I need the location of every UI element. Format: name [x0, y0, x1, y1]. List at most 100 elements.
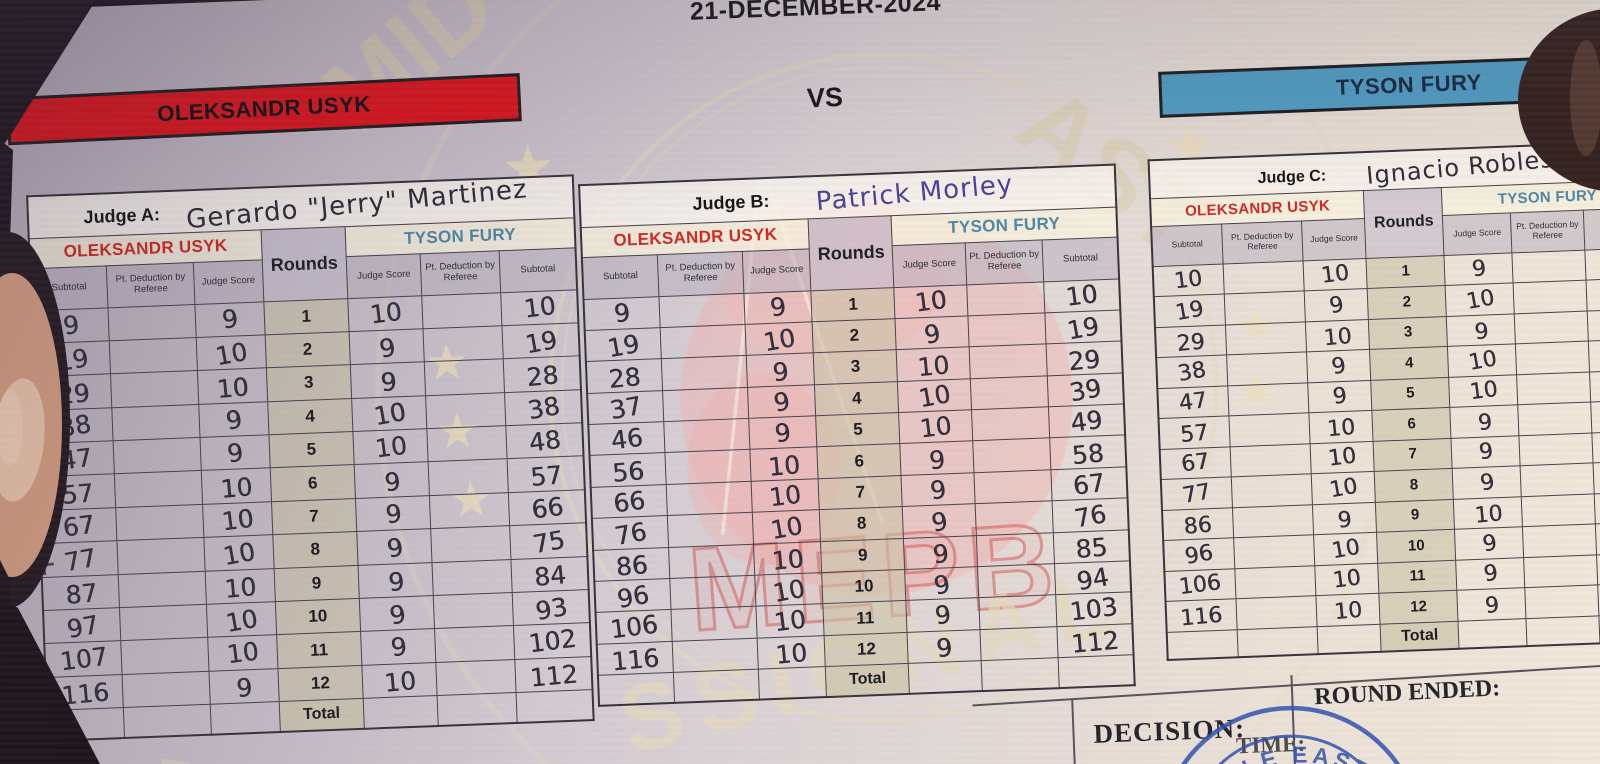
judge-score-header: Judge Score — [892, 242, 967, 288]
deduction-cell-fury — [428, 459, 509, 496]
round-number-cell-value: 5 — [852, 419, 864, 440]
deduction-cell-usyk — [670, 606, 758, 642]
subtotal-cell-usyk: 37 — [587, 390, 664, 425]
subtotal-cell-fury: 112 — [1057, 623, 1134, 658]
judge-score-cell-fury: 9 — [907, 629, 981, 664]
subtotal-cell-usyk-value: 86 — [614, 550, 649, 582]
judge-score-cell-fury-value: 9 — [376, 332, 398, 364]
round-number-cell-value: 9 — [857, 545, 868, 565]
round-number-cell: 4 — [267, 398, 354, 435]
judge-score-cell-fury: 10 — [1448, 374, 1518, 408]
judge-score-cell-usyk-value: 10 — [1330, 534, 1363, 565]
subtotal-cell-usyk: 107 — [44, 641, 122, 678]
round-number-cell-value: 2 — [1402, 293, 1412, 311]
judge-score-cell-usyk-value: 10 — [1331, 565, 1363, 594]
subtotal-cell-fury-value: 48 — [526, 424, 563, 458]
subtotal-cell-fury: 85 — [1594, 490, 1600, 524]
round-number-cell: 6 — [817, 443, 902, 479]
judge-score-cell-usyk: 10 — [197, 368, 268, 405]
round-number-cell: 12 — [824, 632, 909, 667]
judge-score-cell-fury-value: 9 — [1477, 469, 1497, 497]
round-number-cell-value: 1 — [301, 306, 312, 326]
subtotal-cell-fury-value: 28 — [524, 360, 560, 393]
judge-score-cell-usyk-value: 10 — [761, 322, 798, 356]
deduction-cell-fury — [966, 281, 1046, 316]
subtotal-cell-fury: 57 — [507, 456, 585, 493]
deduction-header: Pt. Deduction by Referee — [964, 239, 1045, 285]
judge-score-cell-fury: 9 — [903, 535, 978, 570]
federation-stamp: MIDDLE EAST — [1158, 705, 1414, 764]
subtotal-cell-usyk: 106 — [1164, 568, 1236, 602]
round-number-cell: 4 — [814, 381, 899, 416]
judge-score-cell-fury: 10 — [1447, 343, 1517, 377]
round-number-cell-value: 10 — [854, 576, 874, 597]
round-number-cell-value: 8 — [310, 539, 321, 560]
judge-score-cell-fury-value: 9 — [921, 318, 943, 350]
round-number-cell: 3 — [265, 364, 352, 402]
round-number-cell: 8 — [272, 531, 359, 569]
total-empty-cell — [980, 657, 1060, 691]
deduction-cell-usyk — [109, 337, 198, 375]
round-number-cell-value: 11 — [1409, 567, 1426, 585]
subtotal-cell-usyk: 96 — [594, 578, 671, 613]
deduction-cell-fury — [424, 358, 505, 396]
deduction-cell-usyk — [1228, 412, 1311, 447]
judge-score-cell-usyk-value: 10 — [225, 636, 261, 670]
round-number-cell-value: 6 — [307, 473, 318, 493]
total-empty-cell — [1458, 618, 1528, 649]
deduction-cell-fury — [1511, 249, 1587, 283]
judge-score-cell-usyk: 9 — [209, 668, 279, 705]
round-number-cell: 11 — [276, 631, 363, 669]
subtotal-cell-usyk: 86 — [593, 547, 670, 582]
subtotal-cell-usyk: 10 — [1152, 263, 1225, 297]
judge-score-cell-fury-value: 9 — [1470, 255, 1488, 283]
subtotal-cell-fury: 10 — [1044, 278, 1121, 313]
judge-label: Judge A: — [83, 204, 161, 228]
round-number-cell-value: 7 — [308, 506, 320, 526]
subtotal-cell-usyk-value: 10 — [1173, 265, 1205, 295]
handwritten-plus-mark: + — [28, 543, 60, 585]
subtotal-cell-usyk: 76 — [591, 515, 669, 551]
deduction-cell-usyk — [1226, 351, 1309, 386]
subtotal-cell-usyk-value: 9 — [612, 297, 632, 329]
judge-score-cell-usyk-value: 10 — [215, 372, 250, 404]
subtotal-cell-usyk-value: 96 — [614, 579, 652, 613]
subtotal-header: Subtotal — [1151, 223, 1223, 267]
subtotal-cell-fury-value: 38 — [525, 391, 562, 426]
deduction-cell-fury — [976, 532, 1055, 567]
subtotal-cell-usyk-value: 116 — [610, 643, 661, 676]
deduction-header: Pt. Deduction by Referee — [656, 250, 745, 297]
judge-b-scorecard-table: Judge B: Patrick Morley OLEKSANDR USYK Ro… — [578, 163, 1136, 707]
judge-score-cell-fury: 9 — [358, 562, 434, 599]
rounds-column-header: Rounds — [808, 215, 895, 291]
judge-score-cell-fury-value: 9 — [935, 633, 954, 664]
round-number-cell-value: 4 — [1404, 354, 1414, 372]
subtotal-cell-fury-value: 102 — [526, 623, 578, 659]
judge-score-cell-fury: 10 — [347, 295, 423, 332]
deduction-cell-fury — [422, 325, 504, 363]
judge-label: Judge B: — [692, 191, 770, 215]
judge-score-cell-fury-value: 10 — [1467, 376, 1499, 406]
judge-score-cell-usyk: 10 — [752, 509, 821, 544]
subtotal-cell-usyk: 57 — [1158, 415, 1231, 450]
subtotal-cell-fury: 84 — [510, 556, 589, 593]
total-empty-cell — [363, 695, 439, 729]
judge-score-cell-fury-value: 9 — [1483, 593, 1500, 620]
judge-score-header: Judge Score — [1301, 218, 1367, 261]
subtotal-cell-fury: 66 — [1591, 429, 1600, 463]
deduction-cell-usyk — [115, 504, 205, 541]
judge-score-cell-fury-value: 10 — [367, 297, 404, 330]
subtotal-header: Subtotal — [29, 265, 108, 311]
judge-score-cell-usyk: 9 — [1312, 501, 1377, 535]
judge-score-cell-usyk: 10 — [753, 541, 822, 576]
judge-score-cell-fury: 10 — [1445, 282, 1515, 316]
deduction-cell-fury — [430, 525, 511, 563]
total-empty-cell — [1237, 626, 1319, 658]
deduction-cell-usyk — [665, 481, 753, 516]
judge-score-cell-fury-value: 9 — [386, 567, 406, 598]
subtotal-cell-usyk: 77 — [1160, 476, 1233, 511]
deduction-cell-fury — [429, 492, 510, 529]
subtotal-cell-usyk: 66 — [590, 484, 667, 519]
round-number-cell: 10 — [274, 598, 361, 636]
